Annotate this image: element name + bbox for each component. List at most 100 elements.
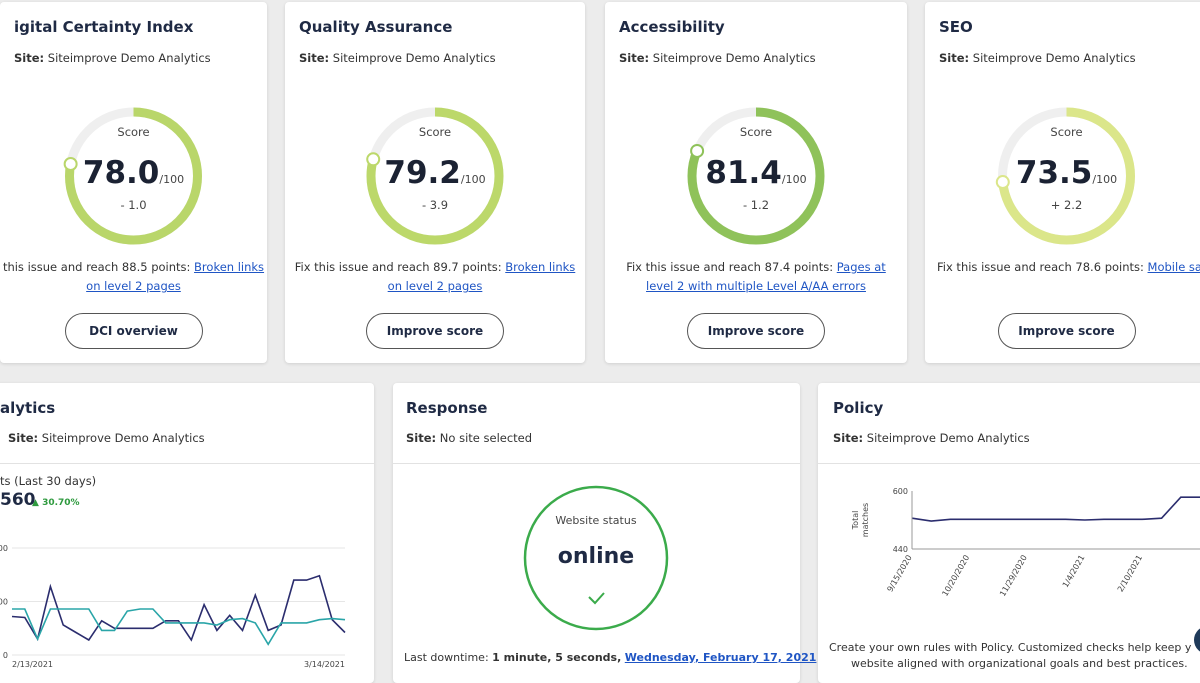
site-label: Site: <box>939 51 970 65</box>
score-card <box>0 2 267 363</box>
fix-description: Fix this issue and reach 78.6 points: <box>937 260 1144 274</box>
score-line: 79.2/100 <box>365 155 505 191</box>
policy-text: Create your own rules with Policy. Custo… <box>829 641 1192 654</box>
score-value: 73.5 <box>1015 155 1093 191</box>
card-title: SEO <box>939 18 973 36</box>
action-button[interactable]: Improve score <box>687 313 825 349</box>
status-value: online <box>557 544 635 569</box>
series-line <box>12 608 346 646</box>
downtime-date[interactable]: Wednesday, February 17, 2021 <box>624 651 817 664</box>
downtime-duration: 1 minute, 5 seconds, <box>492 651 622 664</box>
score-ring <box>366 107 504 245</box>
y-axis-label: Total <box>851 511 860 531</box>
status-ring <box>523 485 669 631</box>
action-button[interactable]: Improve score <box>366 313 504 349</box>
score-caption: Score <box>739 125 773 139</box>
y-tick-label: 500 <box>0 598 8 607</box>
series-line <box>911 496 1200 522</box>
help-button <box>1194 628 1200 652</box>
divider <box>0 463 374 464</box>
site-line: Site: Siteimprove Demo Analytics <box>619 51 816 65</box>
metric-trend: ▲ 30.70% <box>32 498 80 508</box>
fix-description: this issue and reach 88.5 points: <box>2 260 191 274</box>
score-caption: Score <box>117 125 150 139</box>
site-line: Site: Siteimprove Demo Analytics <box>14 51 211 65</box>
x-tick-label: 2/13/2021 <box>12 660 53 669</box>
site-line: Site: Siteimprove Demo Analytics <box>833 431 1030 445</box>
fix-text: Fix this issue and reach 78.6 points: Mo… <box>937 258 1200 277</box>
score-knob <box>690 143 705 158</box>
policy-card <box>818 383 1200 683</box>
x-tick-label: 3/14/2021 <box>304 660 345 669</box>
site-name: Siteimprove Demo Analytics <box>972 51 1136 65</box>
score-knob <box>366 152 381 167</box>
policy-text: website aligned with organizational goal… <box>851 657 1188 670</box>
metric-total: 560 <box>0 490 36 510</box>
site-label: Site: <box>14 51 45 65</box>
downtime-label: Last downtime: <box>404 651 489 664</box>
site-line: Site: Siteimprove Demo Analytics <box>8 431 205 445</box>
score-max: /100 <box>1092 173 1118 186</box>
x-tick-label: 11/29/2020 <box>998 554 1029 598</box>
series-line <box>11 574 346 642</box>
status-check <box>588 592 605 605</box>
score-line: 73.5/100 <box>997 155 1137 191</box>
site-name: Siteimprove Demo Analytics <box>652 51 816 65</box>
card-title: Quality Assurance <box>299 18 453 36</box>
y-tick-label: 440 <box>893 545 908 554</box>
score-card <box>925 2 1200 363</box>
y-tick-label: 600 <box>893 487 908 496</box>
score-card <box>605 2 907 363</box>
response-card <box>393 383 800 683</box>
site-name: No site selected <box>439 431 533 445</box>
fix-link[interactable]: Pages at level 2 with multiple Level A/A… <box>646 260 886 293</box>
site-name: Siteimprove Demo Analytics <box>866 431 1030 445</box>
x-tick-label: 2/10/2021 <box>1116 554 1144 594</box>
site-name: Siteimprove Demo Analytics <box>47 51 211 65</box>
y-tick-label: 000 <box>0 544 8 553</box>
card-title: Accessibility <box>619 18 725 36</box>
score-value: 79.2 <box>384 155 461 191</box>
site-name: Siteimprove Demo Analytics <box>41 431 205 445</box>
fix-description: Fix this issue and reach 89.7 points: <box>294 260 502 274</box>
site-name: Siteimprove Demo Analytics <box>332 51 496 65</box>
site-line: Site: Siteimprove Demo Analytics <box>299 51 496 65</box>
score-card <box>285 2 585 363</box>
card-title: alytics <box>0 399 56 417</box>
fix-link[interactable]: Broken links on level 2 pages <box>387 260 576 293</box>
site-label: Site: <box>299 51 330 65</box>
score-ring <box>687 107 825 245</box>
x-tick-label: 9/15/2020 <box>885 554 913 594</box>
trend-value: 30.70% <box>42 498 80 508</box>
score-max: /100 <box>781 173 807 186</box>
action-button[interactable]: DCI overview <box>64 313 203 349</box>
status-label: Website status <box>555 514 637 527</box>
card-title: Response <box>406 399 488 417</box>
score-change: - 3.9 <box>421 198 449 212</box>
divider <box>818 463 1200 464</box>
site-line: Site: No site selected <box>406 431 532 445</box>
score-change: + 2.2 <box>1050 198 1083 212</box>
y-axis-label: matches <box>861 503 870 537</box>
action-button[interactable]: Improve score <box>997 313 1136 349</box>
score-line: 81.4/100 <box>686 155 826 191</box>
fix-link[interactable]: Broken links on level 2 pages <box>86 260 265 293</box>
fix-text: Fix this issue and reach 87.4 points: Pa… <box>611 258 901 296</box>
site-label: Site: <box>619 51 650 65</box>
fix-description: Fix this issue and reach 87.4 points: <box>626 260 834 274</box>
site-label: Site: <box>406 431 437 445</box>
score-caption: Score <box>418 125 452 139</box>
card-title: igital Certainty Index <box>14 18 194 36</box>
fix-link[interactable]: Mobile sa <box>1147 260 1200 274</box>
score-ring <box>998 107 1135 245</box>
trend-arrow: ▲ <box>32 498 39 508</box>
score-value: 81.4 <box>705 155 782 191</box>
site-label: Site: <box>8 431 39 445</box>
site-label: Site: <box>833 431 864 445</box>
score-max: /100 <box>460 173 486 186</box>
card-title: Policy <box>833 399 884 417</box>
y-tick-label: 0 <box>3 651 8 660</box>
score-knob <box>63 157 78 172</box>
